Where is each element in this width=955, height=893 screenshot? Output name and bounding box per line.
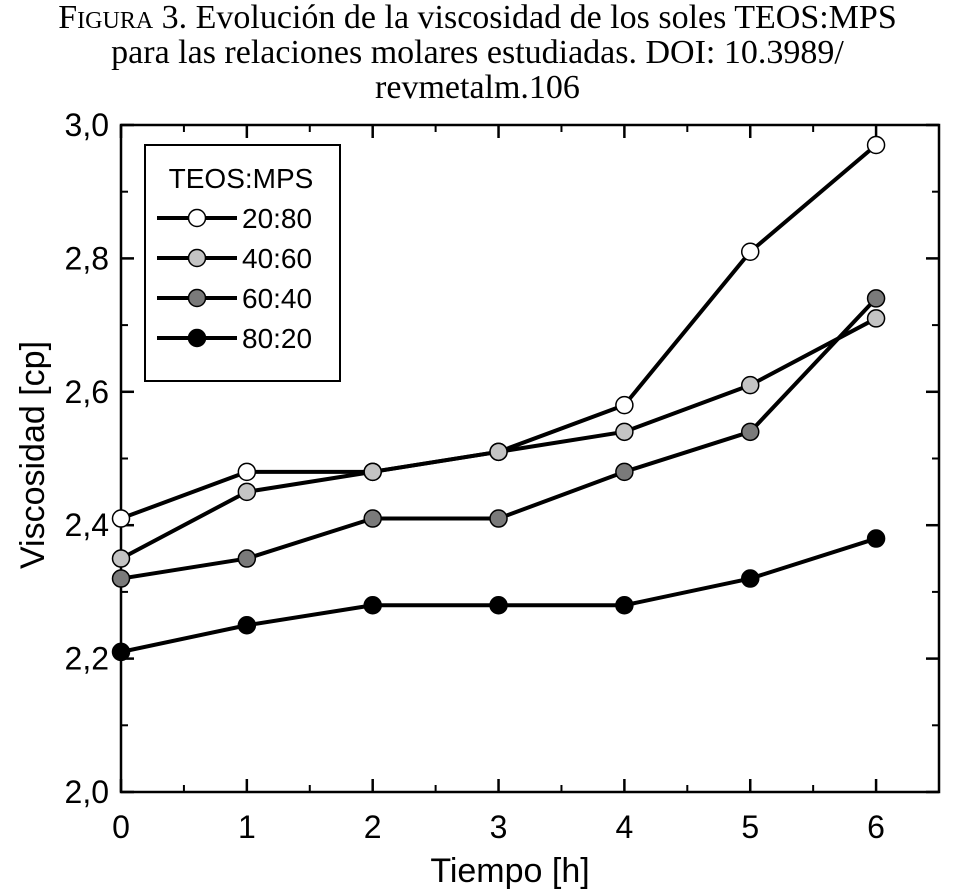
- x-tick-label: 6: [867, 809, 885, 845]
- caption-lead: Figura 3.: [58, 0, 188, 36]
- x-tick-label: 5: [741, 809, 759, 845]
- y-tick-label: 2,0: [65, 774, 109, 810]
- data-point: [111, 509, 131, 528]
- data-point: [615, 595, 634, 615]
- data-point: [111, 549, 131, 568]
- x-tick-label: 2: [364, 809, 382, 845]
- data-point: [866, 135, 886, 155]
- legend-marker: [187, 208, 207, 228]
- legend-item: 60:40: [157, 283, 312, 314]
- y-tick-label: 2,6: [65, 374, 109, 410]
- data-point: [237, 482, 257, 502]
- legend-marker: [187, 248, 207, 268]
- legend: TEOS:MPS 20:80 40:60 60:40 80:20: [144, 144, 341, 382]
- legend-label: 40:60: [242, 243, 312, 274]
- data-point: [363, 462, 382, 482]
- data-point: [111, 642, 131, 662]
- data-point: [615, 395, 634, 415]
- data-point: [740, 375, 760, 395]
- data-point: [363, 595, 382, 615]
- legend-marker: [187, 288, 207, 308]
- data-point: [740, 242, 760, 261]
- series-line: [120, 536, 877, 654]
- series-80-20: [111, 529, 886, 662]
- legend-marker: [187, 328, 207, 348]
- data-point: [740, 422, 760, 442]
- series-layer: [111, 135, 886, 662]
- y-tick-label: 2,8: [65, 240, 109, 276]
- legend-item: 40:60: [157, 243, 312, 274]
- data-point: [489, 442, 508, 462]
- series-60-40: [111, 289, 886, 588]
- caption-line-1-text: Evolución de la viscosidad de los soles …: [187, 0, 897, 36]
- y-tick-label: 2,2: [65, 641, 109, 677]
- caption-line-2: para las relaciones molares estudiadas. …: [111, 34, 844, 71]
- data-point: [489, 509, 508, 528]
- data-point: [237, 549, 257, 568]
- axes: 0 1 2 3 4 5 6 2,0 2,2 2,4 2,6 2,8 3,0: [65, 107, 941, 845]
- legend-item: 80:20: [157, 323, 312, 354]
- figure-caption: Figura 3. Evolución de la viscosidad de …: [0, 0, 955, 105]
- legend-title: TEOS:MPS: [169, 163, 314, 194]
- legend-label: 60:40: [242, 283, 312, 314]
- legend-label: 80:20: [242, 323, 312, 354]
- data-point: [866, 309, 886, 328]
- x-tick-label: 4: [615, 809, 633, 845]
- data-point: [237, 616, 257, 635]
- x-tick-label: 0: [112, 809, 130, 845]
- legend-label: 20:80: [242, 203, 312, 234]
- y-axis-label: Viscosidad [cp]: [14, 341, 52, 569]
- y-tick-label: 3,0: [65, 107, 109, 143]
- data-point: [866, 289, 886, 308]
- series-40-60: [111, 309, 886, 568]
- data-point: [111, 569, 131, 588]
- x-tick-label: 1: [238, 809, 256, 845]
- x-axis-label: Tiempo [h]: [430, 852, 589, 890]
- caption-line-1: Figura 3. Evolución de la viscosidad de …: [0, 0, 955, 35]
- data-point: [363, 509, 382, 528]
- data-point: [489, 595, 508, 615]
- y-tick-label: 2,4: [65, 507, 109, 543]
- data-point: [866, 529, 886, 548]
- data-point: [237, 462, 257, 482]
- legend-box: [144, 144, 341, 382]
- data-point: [615, 422, 634, 442]
- data-point: [740, 569, 760, 588]
- caption-line-3: revmetalm.106: [375, 69, 580, 106]
- x-tick-label: 3: [490, 809, 508, 845]
- data-point: [615, 462, 634, 482]
- legend-item: 20:80: [157, 203, 312, 234]
